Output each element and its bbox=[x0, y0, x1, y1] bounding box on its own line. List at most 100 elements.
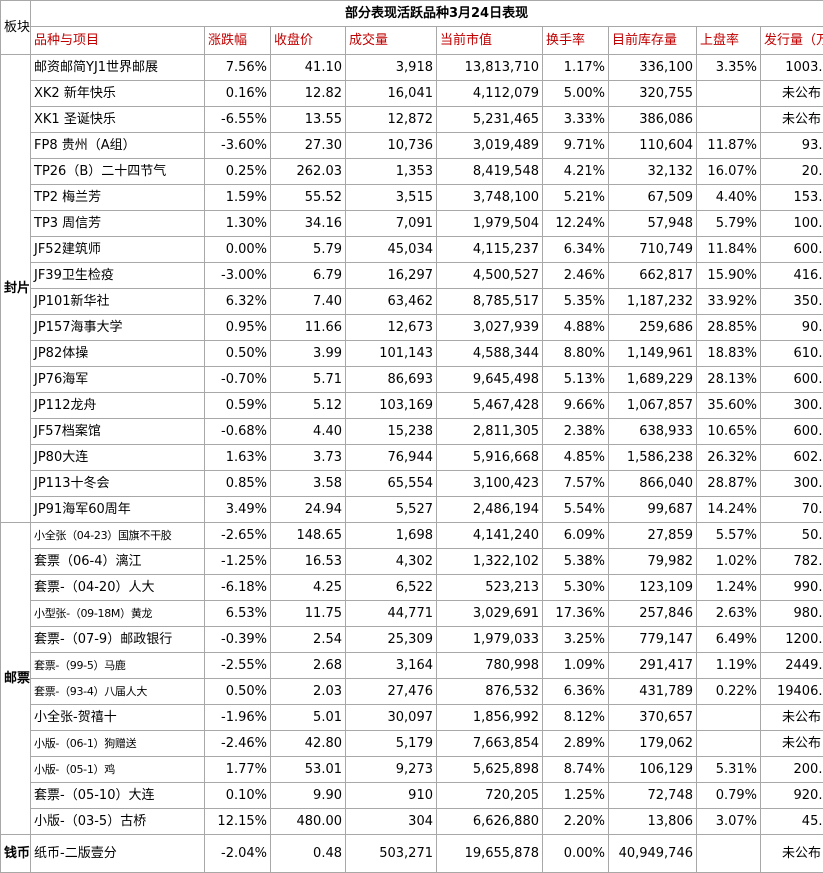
inventory-cell[interactable]: 259,686 bbox=[609, 315, 697, 341]
item-name-cell[interactable]: 小型张-（09-18M）黄龙 bbox=[31, 601, 205, 627]
volume-cell[interactable]: 86,693 bbox=[346, 367, 437, 393]
board-rate-cell[interactable]: 3.07% bbox=[697, 809, 761, 835]
market-value-cell[interactable]: 5,231,465 bbox=[437, 107, 543, 133]
turnover-cell[interactable]: 8.74% bbox=[543, 757, 609, 783]
inventory-cell[interactable]: 257,846 bbox=[609, 601, 697, 627]
issue-cell[interactable]: 300.00 bbox=[761, 393, 823, 419]
turnover-cell[interactable]: 2.38% bbox=[543, 419, 609, 445]
close-price-cell[interactable]: 42.80 bbox=[271, 731, 346, 757]
inventory-cell[interactable]: 1,067,857 bbox=[609, 393, 697, 419]
change-cell[interactable]: -3.60% bbox=[205, 133, 271, 159]
turnover-cell[interactable]: 3.33% bbox=[543, 107, 609, 133]
item-name-cell[interactable]: 小版-（03-5）古桥 bbox=[31, 809, 205, 835]
issue-cell[interactable]: 782.00 bbox=[761, 549, 823, 575]
board-rate-cell[interactable] bbox=[697, 705, 761, 731]
close-price-cell[interactable]: 5.12 bbox=[271, 393, 346, 419]
turnover-cell[interactable]: 8.12% bbox=[543, 705, 609, 731]
change-cell[interactable]: 0.10% bbox=[205, 783, 271, 809]
item-name-cell[interactable]: XK2 新年快乐 bbox=[31, 81, 205, 107]
change-cell[interactable]: 0.95% bbox=[205, 315, 271, 341]
change-cell[interactable]: -3.00% bbox=[205, 263, 271, 289]
header-cell[interactable]: 品种与项目 bbox=[31, 27, 205, 55]
change-cell[interactable]: 0.50% bbox=[205, 679, 271, 705]
issue-cell[interactable]: 153.34 bbox=[761, 185, 823, 211]
inventory-cell[interactable]: 67,509 bbox=[609, 185, 697, 211]
market-value-cell[interactable]: 1,856,992 bbox=[437, 705, 543, 731]
volume-cell[interactable]: 3,164 bbox=[346, 653, 437, 679]
item-name-cell[interactable]: JF39卫生检疫 bbox=[31, 263, 205, 289]
board-rate-cell[interactable]: 1.02% bbox=[697, 549, 761, 575]
board-rate-cell[interactable]: 26.32% bbox=[697, 445, 761, 471]
turnover-cell[interactable]: 2.46% bbox=[543, 263, 609, 289]
issue-cell[interactable]: 600.00 bbox=[761, 419, 823, 445]
inventory-cell[interactable]: 386,086 bbox=[609, 107, 697, 133]
change-cell[interactable]: 0.00% bbox=[205, 237, 271, 263]
inventory-cell[interactable]: 336,100 bbox=[609, 55, 697, 81]
turnover-cell[interactable]: 5.38% bbox=[543, 549, 609, 575]
volume-cell[interactable]: 12,673 bbox=[346, 315, 437, 341]
item-name-cell[interactable]: JF52建筑师 bbox=[31, 237, 205, 263]
change-cell[interactable]: -2.65% bbox=[205, 523, 271, 549]
close-price-cell[interactable]: 2.68 bbox=[271, 653, 346, 679]
close-price-cell[interactable]: 41.10 bbox=[271, 55, 346, 81]
change-cell[interactable]: -1.25% bbox=[205, 549, 271, 575]
inventory-cell[interactable]: 110,604 bbox=[609, 133, 697, 159]
market-value-cell[interactable]: 13,813,710 bbox=[437, 55, 543, 81]
volume-cell[interactable]: 5,527 bbox=[346, 497, 437, 523]
item-name-cell[interactable]: TP26（B）二十四节气 bbox=[31, 159, 205, 185]
item-name-cell[interactable]: 小版-（06-1）狗赠送 bbox=[31, 731, 205, 757]
turnover-cell[interactable]: 5.13% bbox=[543, 367, 609, 393]
board-rate-cell[interactable]: 10.65% bbox=[697, 419, 761, 445]
issue-cell[interactable]: 93.20 bbox=[761, 133, 823, 159]
item-name-cell[interactable]: 套票-（99-5）马鹿 bbox=[31, 653, 205, 679]
volume-cell[interactable]: 910 bbox=[346, 783, 437, 809]
issue-cell[interactable]: 20.00 bbox=[761, 159, 823, 185]
turnover-cell[interactable]: 7.57% bbox=[543, 471, 609, 497]
item-name-cell[interactable]: 套票（06-4）漓江 bbox=[31, 549, 205, 575]
item-name-cell[interactable]: 小版-（05-1）鸡 bbox=[31, 757, 205, 783]
inventory-cell[interactable]: 1,187,232 bbox=[609, 289, 697, 315]
change-cell[interactable]: 3.49% bbox=[205, 497, 271, 523]
issue-cell[interactable]: 未公布 bbox=[761, 731, 823, 757]
close-price-cell[interactable]: 12.82 bbox=[271, 81, 346, 107]
volume-cell[interactable]: 63,462 bbox=[346, 289, 437, 315]
item-name-cell[interactable]: 纸币-二版壹分 bbox=[31, 835, 205, 873]
change-cell[interactable]: 6.53% bbox=[205, 601, 271, 627]
close-price-cell[interactable]: 34.16 bbox=[271, 211, 346, 237]
close-price-cell[interactable]: 53.01 bbox=[271, 757, 346, 783]
turnover-cell[interactable]: 1.17% bbox=[543, 55, 609, 81]
issue-cell[interactable]: 70.00 bbox=[761, 497, 823, 523]
market-value-cell[interactable]: 3,029,691 bbox=[437, 601, 543, 627]
issue-cell[interactable]: 50.00 bbox=[761, 523, 823, 549]
issue-cell[interactable]: 920.00 bbox=[761, 783, 823, 809]
close-price-cell[interactable]: 3.99 bbox=[271, 341, 346, 367]
inventory-cell[interactable]: 27,859 bbox=[609, 523, 697, 549]
inventory-cell[interactable]: 431,789 bbox=[609, 679, 697, 705]
item-name-cell[interactable]: 小全张（04-23）国旗不干胶 bbox=[31, 523, 205, 549]
board-rate-cell[interactable] bbox=[697, 107, 761, 133]
volume-cell[interactable]: 101,143 bbox=[346, 341, 437, 367]
market-value-cell[interactable]: 4,141,240 bbox=[437, 523, 543, 549]
volume-cell[interactable]: 9,273 bbox=[346, 757, 437, 783]
close-price-cell[interactable]: 3.73 bbox=[271, 445, 346, 471]
item-name-cell[interactable]: TP3 周信芳 bbox=[31, 211, 205, 237]
inventory-cell[interactable]: 638,933 bbox=[609, 419, 697, 445]
issue-cell[interactable]: 未公布 bbox=[761, 107, 823, 133]
change-cell[interactable]: -6.18% bbox=[205, 575, 271, 601]
market-value-cell[interactable]: 8,785,517 bbox=[437, 289, 543, 315]
header-cell[interactable]: 成交量 bbox=[346, 27, 437, 55]
turnover-cell[interactable]: 6.34% bbox=[543, 237, 609, 263]
market-value-cell[interactable]: 1,979,504 bbox=[437, 211, 543, 237]
inventory-cell[interactable]: 106,129 bbox=[609, 757, 697, 783]
board-rate-cell[interactable]: 16.07% bbox=[697, 159, 761, 185]
turnover-cell[interactable]: 2.20% bbox=[543, 809, 609, 835]
volume-cell[interactable]: 1,698 bbox=[346, 523, 437, 549]
turnover-cell[interactable]: 1.25% bbox=[543, 783, 609, 809]
volume-cell[interactable]: 503,271 bbox=[346, 835, 437, 873]
inventory-cell[interactable]: 13,806 bbox=[609, 809, 697, 835]
close-price-cell[interactable]: 262.03 bbox=[271, 159, 346, 185]
item-name-cell[interactable]: JP113十冬会 bbox=[31, 471, 205, 497]
close-price-cell[interactable]: 2.03 bbox=[271, 679, 346, 705]
item-name-cell[interactable]: XK1 圣诞快乐 bbox=[31, 107, 205, 133]
change-cell[interactable]: 1.59% bbox=[205, 185, 271, 211]
